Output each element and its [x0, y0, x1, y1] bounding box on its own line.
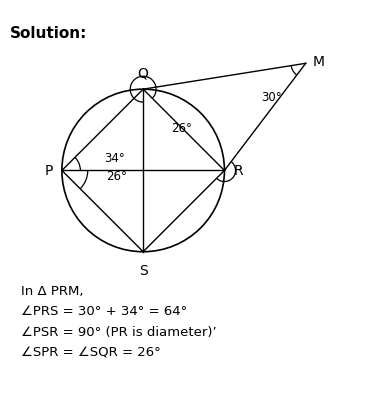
Text: 26°: 26°: [171, 122, 192, 135]
Text: S: S: [139, 263, 147, 277]
Text: 34°: 34°: [104, 152, 125, 164]
Text: 26°: 26°: [106, 170, 127, 183]
Text: M: M: [313, 55, 325, 69]
Text: 30°: 30°: [261, 91, 282, 104]
Text: P: P: [44, 164, 53, 178]
Text: ∠PSR = 90° (PR is diameter)’: ∠PSR = 90° (PR is diameter)’: [21, 325, 217, 338]
Text: Solution:: Solution:: [10, 25, 87, 41]
Text: Q: Q: [138, 67, 148, 81]
Text: ∠SPR = ∠SQR = 26°: ∠SPR = ∠SQR = 26°: [21, 345, 161, 358]
Text: ∠PRS = 30° + 34° = 64°: ∠PRS = 30° + 34° = 64°: [21, 305, 188, 318]
Text: In Δ PRM,: In Δ PRM,: [21, 284, 84, 297]
Text: R: R: [234, 164, 243, 178]
